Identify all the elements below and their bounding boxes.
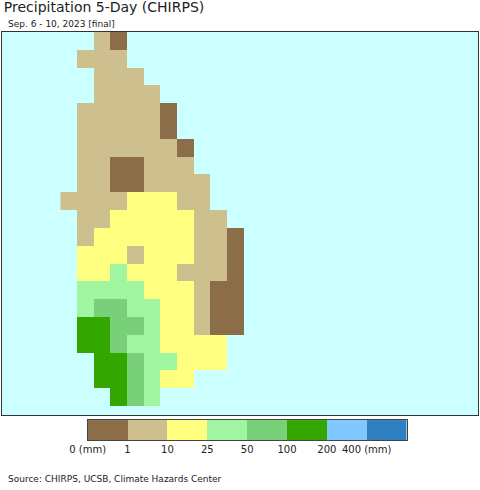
svg-text:200: 200 — [317, 444, 336, 455]
svg-text:25: 25 — [201, 444, 214, 455]
svg-text:Precipitation 5-Day (CHIRPS): Precipitation 5-Day (CHIRPS) — [4, 0, 204, 15]
svg-text:Source: CHIRPS, UCSB, Climate: Source: CHIRPS, UCSB, Climate Hazards Ce… — [8, 474, 222, 484]
svg-text:0 (mm): 0 (mm) — [69, 444, 106, 455]
svg-text:400 (mm): 400 (mm) — [342, 444, 392, 455]
svg-text:10: 10 — [161, 444, 174, 455]
svg-text:100: 100 — [277, 444, 296, 455]
svg-text:1: 1 — [124, 444, 130, 455]
svg-text:Sep. 6 - 10, 2023 [final]: Sep. 6 - 10, 2023 [final] — [8, 19, 115, 29]
svg-text:50: 50 — [241, 444, 254, 455]
